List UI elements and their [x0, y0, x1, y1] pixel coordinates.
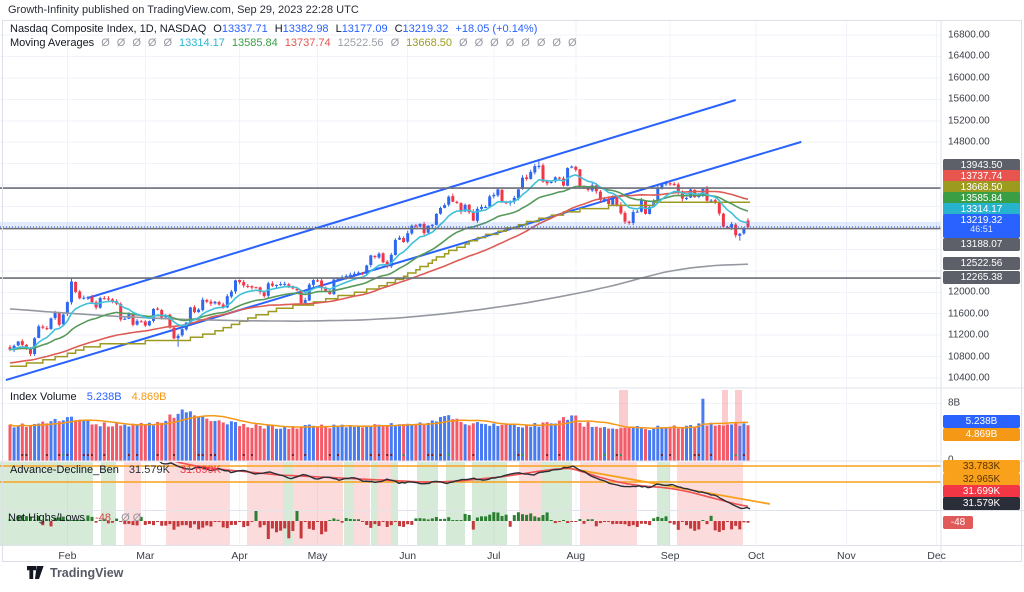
price-badge: 33.783K [943, 459, 1020, 473]
ma-legend-value: Ø [536, 37, 546, 49]
ma-legend-value: 13668.50 [406, 37, 453, 49]
price-badge: 31.699K [943, 484, 1020, 498]
net-highs-lows-label: Net Highs/Lows [8, 512, 86, 524]
price-axis-label: 10800.00 [948, 351, 990, 363]
ohlc-letter: O [213, 23, 222, 35]
ma-legend-value: Ø [101, 37, 110, 49]
price-axis-label: 16400.00 [948, 50, 990, 62]
ma-legend-value: 13314.17 [179, 37, 225, 49]
time-axis-label: Feb [58, 550, 77, 562]
tradingview-footer[interactable]: TradingView [26, 565, 123, 580]
ohlc-number: 13337.71 [221, 23, 268, 35]
volume-axis-label: 8B [948, 397, 961, 408]
ma-legend-value: Ø [474, 37, 484, 49]
tradingview-logo-icon [27, 566, 44, 579]
price-axis-label: 15200.00 [948, 115, 990, 127]
time-axis-label: May [307, 550, 328, 562]
time-axis-label: Apr [231, 550, 248, 562]
price-badge: 13737.74 [943, 169, 1020, 183]
published-header: Growth-Infinity published on TradingView… [8, 4, 359, 16]
time-axis-label: Jun [399, 550, 417, 562]
price-badge: -48 [943, 515, 973, 529]
price-axis-label: 14800.00 [948, 136, 990, 148]
time-axis-label: Oct [748, 550, 765, 562]
price-axis-label: 16800.00 [948, 29, 990, 41]
price-axis-label: 10400.00 [948, 372, 990, 384]
ohlc-letter: H [274, 23, 283, 35]
ma-legend-value: Ø [505, 37, 515, 49]
advance-decline-legend-row[interactable]: Advance-Decline_Ben 31.579K 31.699K [10, 464, 221, 476]
price-badge: 13314.17 [943, 202, 1020, 216]
moving-averages-legend-row[interactable]: Moving Averages Ø Ø Ø Ø Ø 13314.17 13585.84 1373… [10, 37, 577, 49]
price-badge: 31.579K [943, 496, 1020, 510]
ma-legend-value: Ø [116, 37, 126, 49]
time-axis-label: Jul [487, 550, 501, 562]
price-axis-label: 16000.00 [948, 72, 990, 84]
advance-decline-value: 31.579K [128, 464, 170, 476]
price-badge: 5.238B [943, 414, 1020, 428]
time-axis-label: Aug [566, 550, 586, 562]
price-badge: 13585.84 [943, 191, 1020, 205]
moving-averages-label: Moving Averages [10, 37, 95, 49]
price-badge: 13668.50 [943, 180, 1020, 194]
ma-legend-value: Ø [163, 37, 172, 49]
volume-value: 5.238B [86, 391, 122, 403]
tradingview-brand-text: TradingView [50, 565, 124, 580]
symbol-title: Nasdaq Composite Index, 1D, NASDAQ [10, 23, 207, 35]
volume-legend-row[interactable]: Index Volume 5.238B 4.869B [10, 391, 167, 403]
price-badge: 12522.56 [943, 256, 1020, 270]
change-value: +18.05 (+0.14%) [455, 23, 538, 35]
net-highs-lows-muted: Ø Ø [121, 512, 142, 524]
price-badge: 4.869B [943, 427, 1020, 441]
ma-legend-value: 13585.84 [231, 37, 278, 49]
price-badge: 13188.07 [943, 237, 1020, 251]
ohlc-letter: C [394, 23, 403, 35]
ma-legend-value: Ø [552, 37, 561, 49]
ma-legend-value: Ø [490, 37, 499, 49]
ohlc-letter: L [335, 23, 342, 35]
ma-legend-value: Ø [390, 37, 400, 49]
time-axis-label: Mar [136, 550, 155, 562]
advance-decline-label: Advance-Decline_Ben [10, 464, 119, 476]
time-axis-label: Sep [660, 550, 680, 562]
advance-decline-red-value: 31.699K [179, 464, 221, 476]
moving-averages-values: Ø Ø Ø Ø Ø 13314.17 13585.84 13737.74 12522.56 Ø 13… [94, 37, 576, 49]
volume-ma-value: 4.869B [131, 391, 167, 403]
ma-legend-value: 13737.74 [284, 37, 331, 49]
price-badge: 13219.32 46:51 [943, 214, 1020, 238]
price-axis-label: 11200.00 [948, 329, 989, 341]
ohlc-number: 13177.09 [341, 23, 388, 35]
time-axis-label: Nov [837, 550, 856, 562]
price-badge: 12265.38 [943, 270, 1020, 284]
symbol-legend-row[interactable]: Nasdaq Composite Index, 1D, NASDAQ O13337… [10, 23, 537, 35]
volume-legend-label: Index Volume [10, 391, 77, 403]
ma-legend-value: 12522.56 [337, 37, 384, 49]
ohlc-number: 13219.32 [402, 23, 449, 35]
ma-legend-value: Ø [521, 37, 530, 49]
time-axis-label: Dec [927, 550, 946, 562]
ohlc-values: O13337.71 H13382.98 L13177.09 C13219.32 [206, 23, 448, 35]
price-badge: 32.965K [943, 472, 1020, 486]
ma-legend-value: Ø [132, 37, 141, 49]
net-highs-lows-legend-row[interactable]: Net Highs/Lows -48 Ø Ø [8, 512, 141, 524]
price-axis-label: 12000.00 [948, 286, 990, 298]
ma-legend-value: Ø [567, 37, 577, 49]
price-axis-label: 11600.00 [948, 308, 989, 320]
ohlc-number: 13382.98 [282, 23, 329, 35]
net-highs-lows-value: -48 [95, 512, 112, 524]
price-axis-label: 15600.00 [948, 93, 990, 105]
ma-legend-value: Ø [459, 37, 468, 49]
ma-legend-value: Ø [147, 37, 157, 49]
price-badge: 13943.50 [943, 158, 1020, 172]
